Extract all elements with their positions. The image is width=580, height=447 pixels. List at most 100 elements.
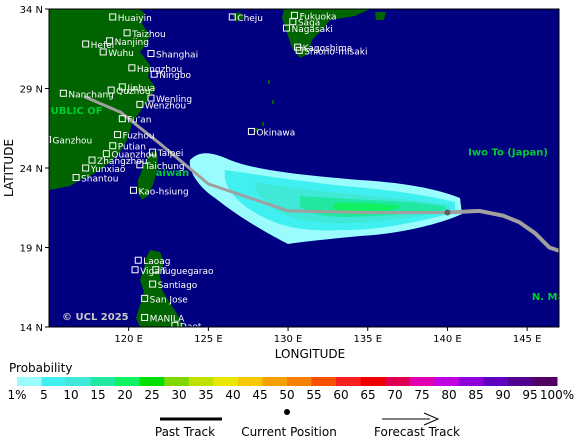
city-marker: [294, 43, 302, 51]
latitude-axis: 34 N 29 N 24 N 19 N 14 N: [20, 5, 49, 334]
legend-label: 50: [279, 388, 294, 402]
city-label: Kao-hsiung: [138, 187, 188, 197]
city-label: Shantou: [81, 175, 118, 185]
city-label: Cheju: [237, 14, 263, 24]
legend-swatch: [139, 377, 165, 386]
city-marker: [171, 321, 179, 327]
legend-label: 95: [522, 388, 537, 402]
city-marker: [141, 294, 149, 302]
legend-swatch: [360, 377, 386, 386]
legend-swatch: [41, 377, 67, 386]
region-label: aiwan: [156, 168, 189, 179]
y-tick-label: 34 N: [20, 5, 43, 16]
city-marker: [82, 40, 90, 48]
legend-label: 75: [414, 388, 429, 402]
legend-label: 35: [198, 388, 213, 402]
legend-swatch: [164, 377, 190, 386]
legend-swatch: [66, 377, 92, 386]
current-position-legend-label: Current Position: [241, 425, 337, 439]
legend-label: 10: [63, 388, 78, 402]
x-tick-label: 140 E: [433, 334, 462, 345]
legend-label: 100%: [540, 388, 574, 402]
city-marker: [152, 266, 160, 274]
legend-label: 40: [225, 388, 240, 402]
city-label: Hefei: [91, 41, 115, 51]
y-tick-label: 29 N: [20, 85, 43, 96]
legend-swatch: [213, 377, 239, 386]
city-label: Yunxiao: [90, 165, 126, 175]
y-axis-title: LATITUDE: [2, 139, 16, 197]
city-marker: [99, 48, 107, 56]
city-label: Laoag: [143, 257, 170, 267]
city-label: Vigan: [140, 267, 165, 277]
x-tick-label: 135 E: [353, 334, 382, 345]
legend-swatch: [90, 377, 116, 386]
forecast-track-line: [447, 208, 559, 253]
city-marker: [149, 280, 157, 288]
past-track-legend-label: Past Track: [155, 425, 215, 439]
legend-swatch: [336, 377, 362, 386]
city-label: Ningbo: [159, 71, 191, 81]
x-tick-label: 130 E: [274, 334, 303, 345]
city-label: Putian: [118, 143, 146, 153]
y-tick-label: 24 N: [20, 164, 43, 175]
y-tick-label: 14 N: [20, 323, 43, 334]
city-label: Taipei: [157, 149, 184, 159]
city-marker: [136, 100, 144, 108]
city-label: Fuzhou: [123, 132, 155, 142]
legend-swatch: [237, 377, 263, 386]
city-label: Nanjing: [115, 38, 149, 48]
legend-label: 60: [333, 388, 348, 402]
region-label: N. Mariana: [532, 292, 580, 303]
legend-label: 1%: [7, 388, 26, 402]
x-tick-label: 145 E: [513, 334, 542, 345]
city-label: Saga: [298, 19, 320, 29]
city-marker: [141, 313, 149, 321]
city-label: Taizhou: [131, 30, 166, 40]
city-label: Santiago: [158, 281, 198, 291]
region-label: Iwo To (Japan): [468, 147, 548, 158]
land-korea-japan: [232, 9, 386, 58]
legend-swatch: [311, 377, 337, 386]
city-label: Huaiyin: [118, 14, 152, 24]
forecast-track-legend-label: Forecast Track: [374, 425, 460, 439]
city-marker: [88, 156, 96, 164]
legend-swatch: [262, 377, 288, 386]
city-label: Fu'an: [127, 116, 151, 126]
city-label: Daet: [180, 322, 202, 332]
city-label: Taichung: [144, 162, 185, 172]
legend-title: Probability: [9, 361, 72, 375]
x-tick-label: 120 E: [114, 334, 143, 345]
legend-label: 55: [306, 388, 321, 402]
city-label: Fukuoka: [299, 12, 336, 22]
region-label: UBLIC OF: [51, 106, 103, 117]
city-marker: [136, 161, 144, 169]
city-label: MANILA: [150, 314, 186, 324]
legend-swatch: [434, 377, 460, 386]
legend-label: 70: [387, 388, 402, 402]
city-label: Ganzhou: [52, 136, 92, 146]
city-marker: [150, 70, 158, 78]
city-label: Shiono-misaki: [304, 47, 367, 57]
legend-swatch: [507, 377, 533, 386]
current-position-marker: [444, 209, 451, 216]
legend-swatch: [483, 377, 509, 386]
legend-swatch: [188, 377, 214, 386]
city-marker: [72, 174, 80, 182]
land-philippines: [136, 250, 184, 327]
legend-swatch: [115, 377, 141, 386]
city-marker: [129, 186, 137, 194]
legend-swatch: [385, 377, 411, 386]
legend-label: 85: [468, 388, 483, 402]
legend-swatch: [287, 377, 312, 386]
legend-label: 25: [144, 388, 159, 402]
legend-label: 15: [90, 388, 105, 402]
legend-swatch: [17, 377, 42, 386]
city-marker: [149, 148, 157, 156]
city-label: Wuhu: [108, 49, 134, 59]
past-track-line: [83, 95, 448, 214]
probability-color-scale: [17, 377, 558, 386]
city-marker: [114, 131, 122, 139]
city-label: Quzhou: [116, 87, 150, 97]
